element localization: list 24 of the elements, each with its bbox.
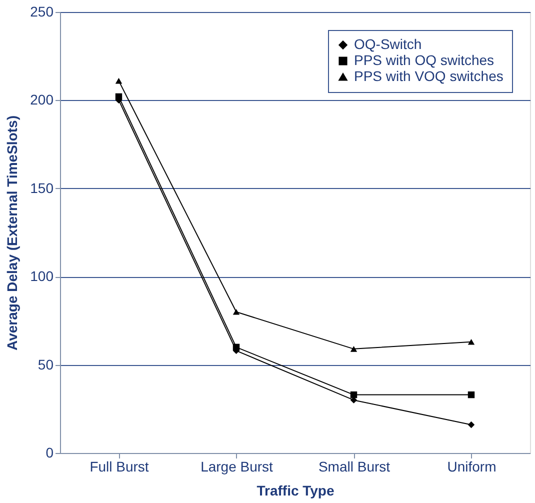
x-tick-label: Uniform	[447, 458, 496, 474]
point	[232, 344, 240, 351]
y-tick-label: 100	[30, 268, 54, 284]
y-tick-label: 50	[38, 356, 54, 372]
point	[232, 308, 240, 315]
point	[115, 78, 122, 84]
x-axis-title: Traffic Type	[256, 482, 334, 498]
y-tick-label: 250	[30, 4, 54, 20]
legend-label: PPS with VOQ switches	[354, 68, 504, 84]
point	[115, 93, 122, 100]
y-tick-label: 200	[30, 92, 54, 108]
point	[468, 421, 475, 428]
y-tick-label: 0	[46, 444, 54, 460]
y-tick-label: 150	[30, 180, 54, 196]
y-axis-title: Average Delay (External TimeSlots)	[4, 116, 20, 350]
x-tick-label: Small Burst	[318, 458, 390, 474]
point	[468, 391, 475, 398]
point	[468, 338, 475, 345]
point	[350, 346, 358, 352]
legend-label: PPS with OQ switches	[354, 52, 494, 68]
x-tick-label: Large Burst	[200, 458, 274, 474]
x-tick-label: Full Burst	[90, 458, 149, 474]
legend-label: OQ-Switch	[354, 36, 422, 52]
point	[350, 391, 358, 398]
